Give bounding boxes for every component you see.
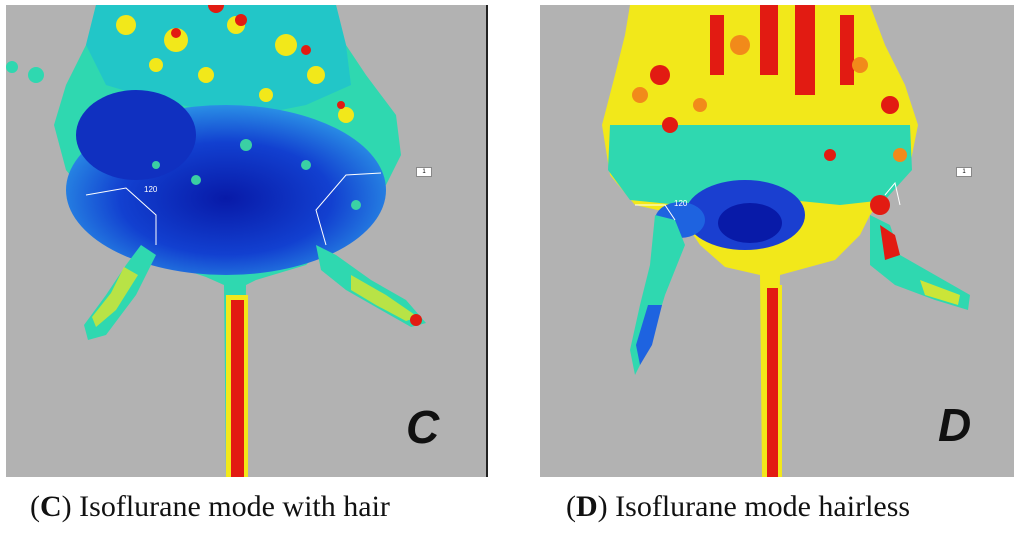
marker-box: 1 (956, 167, 972, 177)
panel-letter: C (406, 401, 440, 453)
caption-d: (D) Isoflurane mode hairless (566, 490, 911, 523)
roi-label: 120 (144, 185, 158, 194)
marker-box: 1 (416, 167, 432, 177)
roi-label: 120 (674, 199, 688, 208)
panel-letter: D (938, 399, 972, 451)
thermal-image-c (6, 5, 426, 477)
thermal-image-d (602, 5, 970, 477)
caption-letter: D (576, 490, 598, 523)
caption-text: Isoflurane mode with hair (71, 490, 390, 523)
thermal-image-panel-c: 120 1 C (6, 5, 488, 477)
thermal-image-panel-d: 120 1 D (540, 5, 1014, 477)
caption-text: Isoflurane mode hairless (607, 490, 911, 523)
caption-c: (C) Isoflurane mode with hair (30, 490, 390, 523)
caption-letter: C (40, 490, 62, 523)
